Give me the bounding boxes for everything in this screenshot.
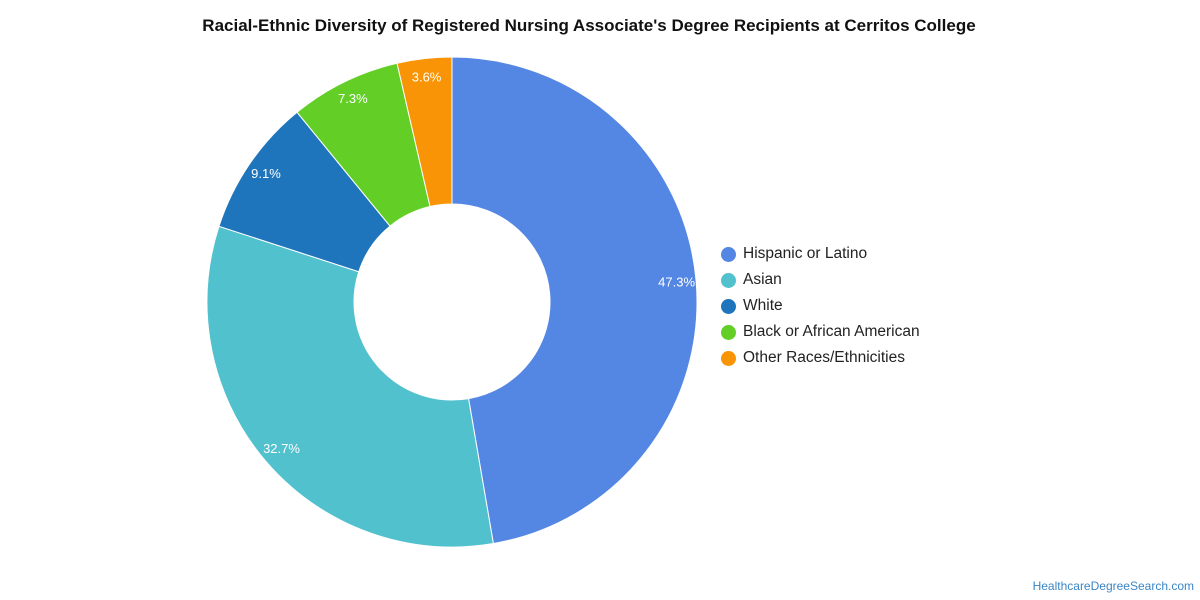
slice-data-label: 32.7% <box>263 441 300 456</box>
legend-item[interactable]: Other Races/Ethnicities <box>721 345 920 371</box>
donut-slice-asian <box>206 225 494 548</box>
legend-swatch <box>721 298 736 314</box>
slice-data-label: 9.1% <box>251 166 281 181</box>
legend-label: White <box>743 297 783 314</box>
legend-item[interactable]: Asian <box>721 267 920 293</box>
legend-item[interactable]: Black or African American <box>721 319 920 345</box>
legend-label: Other Races/Ethnicities <box>743 349 905 366</box>
donut-slice-hispanic-or-latino <box>451 56 698 545</box>
legend-label: Hispanic or Latino <box>743 245 868 262</box>
chart-legend: Hispanic or Latino Asian White Black or Afr… <box>721 241 920 371</box>
slice-data-label: 7.3% <box>338 91 368 106</box>
donut-slice-other-races-ethnicities <box>396 56 453 208</box>
source-link[interactable]: HealthcareDegreeSearch.com <box>1032 579 1194 593</box>
slice-data-label: 47.3% <box>658 274 695 289</box>
slice-data-label: 3.6% <box>412 69 442 84</box>
chart-title: Racial-Ethnic Diversity of Registered Nu… <box>202 16 976 35</box>
legend-item[interactable]: White <box>721 293 920 319</box>
legend-swatch <box>721 272 736 288</box>
legend-item[interactable]: Hispanic or Latino <box>721 241 920 267</box>
legend-swatch <box>721 324 736 340</box>
legend-swatch <box>721 246 736 262</box>
legend-swatch <box>721 350 736 366</box>
legend-label: Black or African American <box>743 323 920 340</box>
legend-label: Asian <box>743 271 782 288</box>
